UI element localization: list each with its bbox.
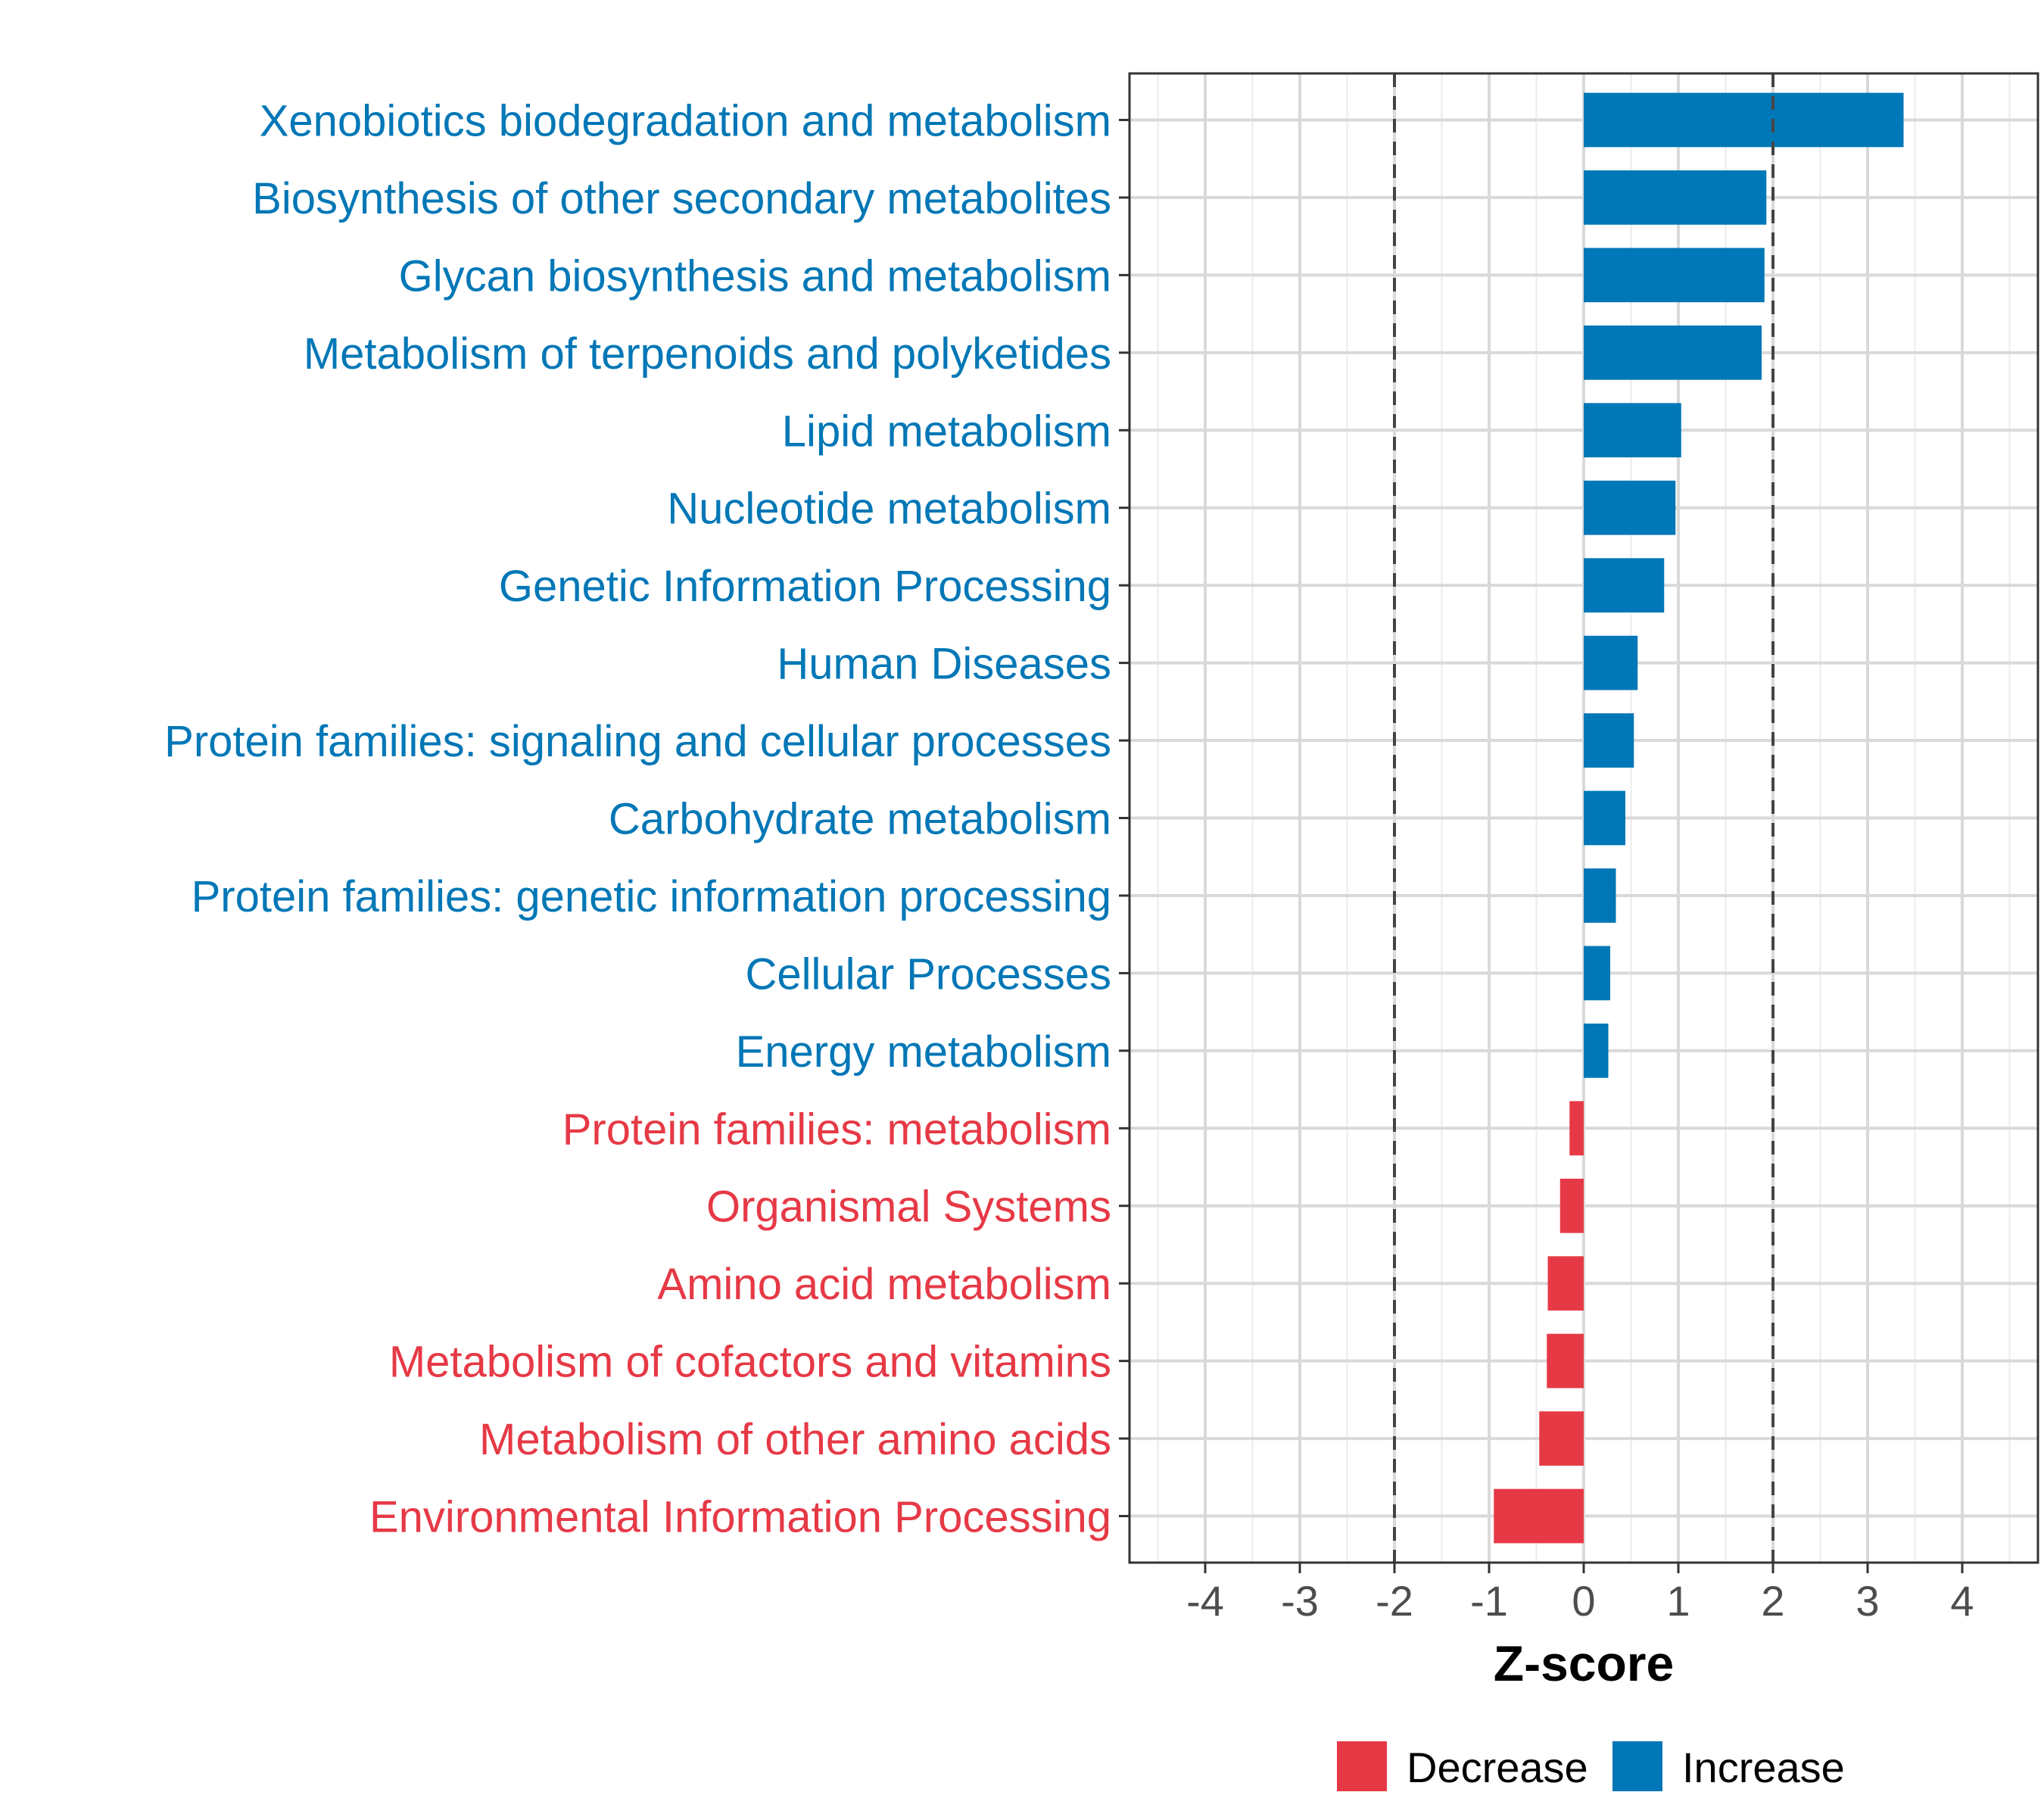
bar: [1584, 92, 1904, 148]
y-tick-label: Human Diseases: [777, 640, 1111, 689]
bars-group: [1494, 92, 1904, 1544]
y-tick-label: Genetic Information Processing: [499, 562, 1111, 611]
y-tick-label: Energy metabolism: [736, 1027, 1111, 1077]
y-tick-label: Protein families: signaling and cellular…: [164, 717, 1111, 766]
legend: Decrease Increase: [1337, 1741, 1845, 1791]
y-tick-label: Organismal Systems: [706, 1183, 1111, 1232]
bar: [1584, 480, 1676, 535]
bar: [1494, 1488, 1584, 1544]
bar: [1547, 1333, 1584, 1388]
bar: [1584, 403, 1681, 458]
y-tick-label: Xenobiotics biodegradation and metabolis…: [260, 96, 1111, 145]
x-tick-label: -3: [1281, 1577, 1319, 1625]
legend-swatch: [1337, 1741, 1387, 1791]
x-tick-label: 4: [1950, 1577, 1974, 1625]
y-tick-label: Metabolism of other amino acids: [479, 1415, 1111, 1464]
bar: [1547, 1256, 1584, 1311]
bar: [1584, 170, 1767, 225]
x-axis-title: Z-score: [1494, 1635, 1674, 1691]
y-tick-label: Environmental Information Processing: [369, 1493, 1111, 1542]
x-tick-label: 2: [1761, 1577, 1784, 1625]
y-tick-label: Metabolism of terpenoids and polyketides: [304, 329, 1111, 379]
y-tick-label: Protein families: genetic information pr…: [192, 872, 1111, 921]
bar: [1559, 1178, 1584, 1233]
bar: [1584, 946, 1610, 1001]
y-tick-label: Protein families: metabolism: [562, 1105, 1111, 1154]
legend-swatch: [1612, 1741, 1662, 1791]
bar: [1584, 868, 1616, 923]
x-tick-label: -4: [1186, 1577, 1224, 1625]
legend-label: Decrease: [1407, 1744, 1588, 1791]
y-tick-label: Glycan biosynthesis and metabolism: [399, 251, 1111, 301]
bar: [1584, 248, 1765, 303]
x-axis: -4 -3 -2 -1 0 1 2 3 4: [1186, 1563, 1974, 1625]
x-tick-label: -1: [1470, 1577, 1508, 1625]
y-tick-label: Cellular Processes: [745, 949, 1111, 999]
y-tick-label: Biosynthesis of other secondary metaboli…: [252, 174, 1111, 223]
bar: [1584, 558, 1665, 613]
y-tick-label: Carbohydrate metabolism: [609, 795, 1111, 844]
y-tick-label: Nucleotide metabolism: [667, 485, 1111, 534]
legend-label: Increase: [1682, 1744, 1845, 1791]
x-tick-label: 3: [1855, 1577, 1879, 1625]
y-axis: Xenobiotics biodegradation and metabolis…: [164, 96, 1129, 1542]
x-tick-label: 0: [1572, 1577, 1595, 1625]
y-tick-label: Metabolism of cofactors and vitamins: [389, 1338, 1111, 1387]
x-tick-label: -2: [1376, 1577, 1413, 1625]
bar: [1584, 713, 1634, 768]
bar: [1584, 325, 1762, 380]
bar: [1584, 790, 1625, 846]
bar: [1569, 1101, 1584, 1156]
y-tick-label: Amino acid metabolism: [657, 1260, 1111, 1309]
x-tick-label: 1: [1666, 1577, 1690, 1625]
bar: [1584, 1023, 1609, 1078]
bar: [1584, 635, 1638, 690]
y-tick-label: Lipid metabolism: [782, 407, 1111, 456]
bar: [1539, 1411, 1584, 1466]
